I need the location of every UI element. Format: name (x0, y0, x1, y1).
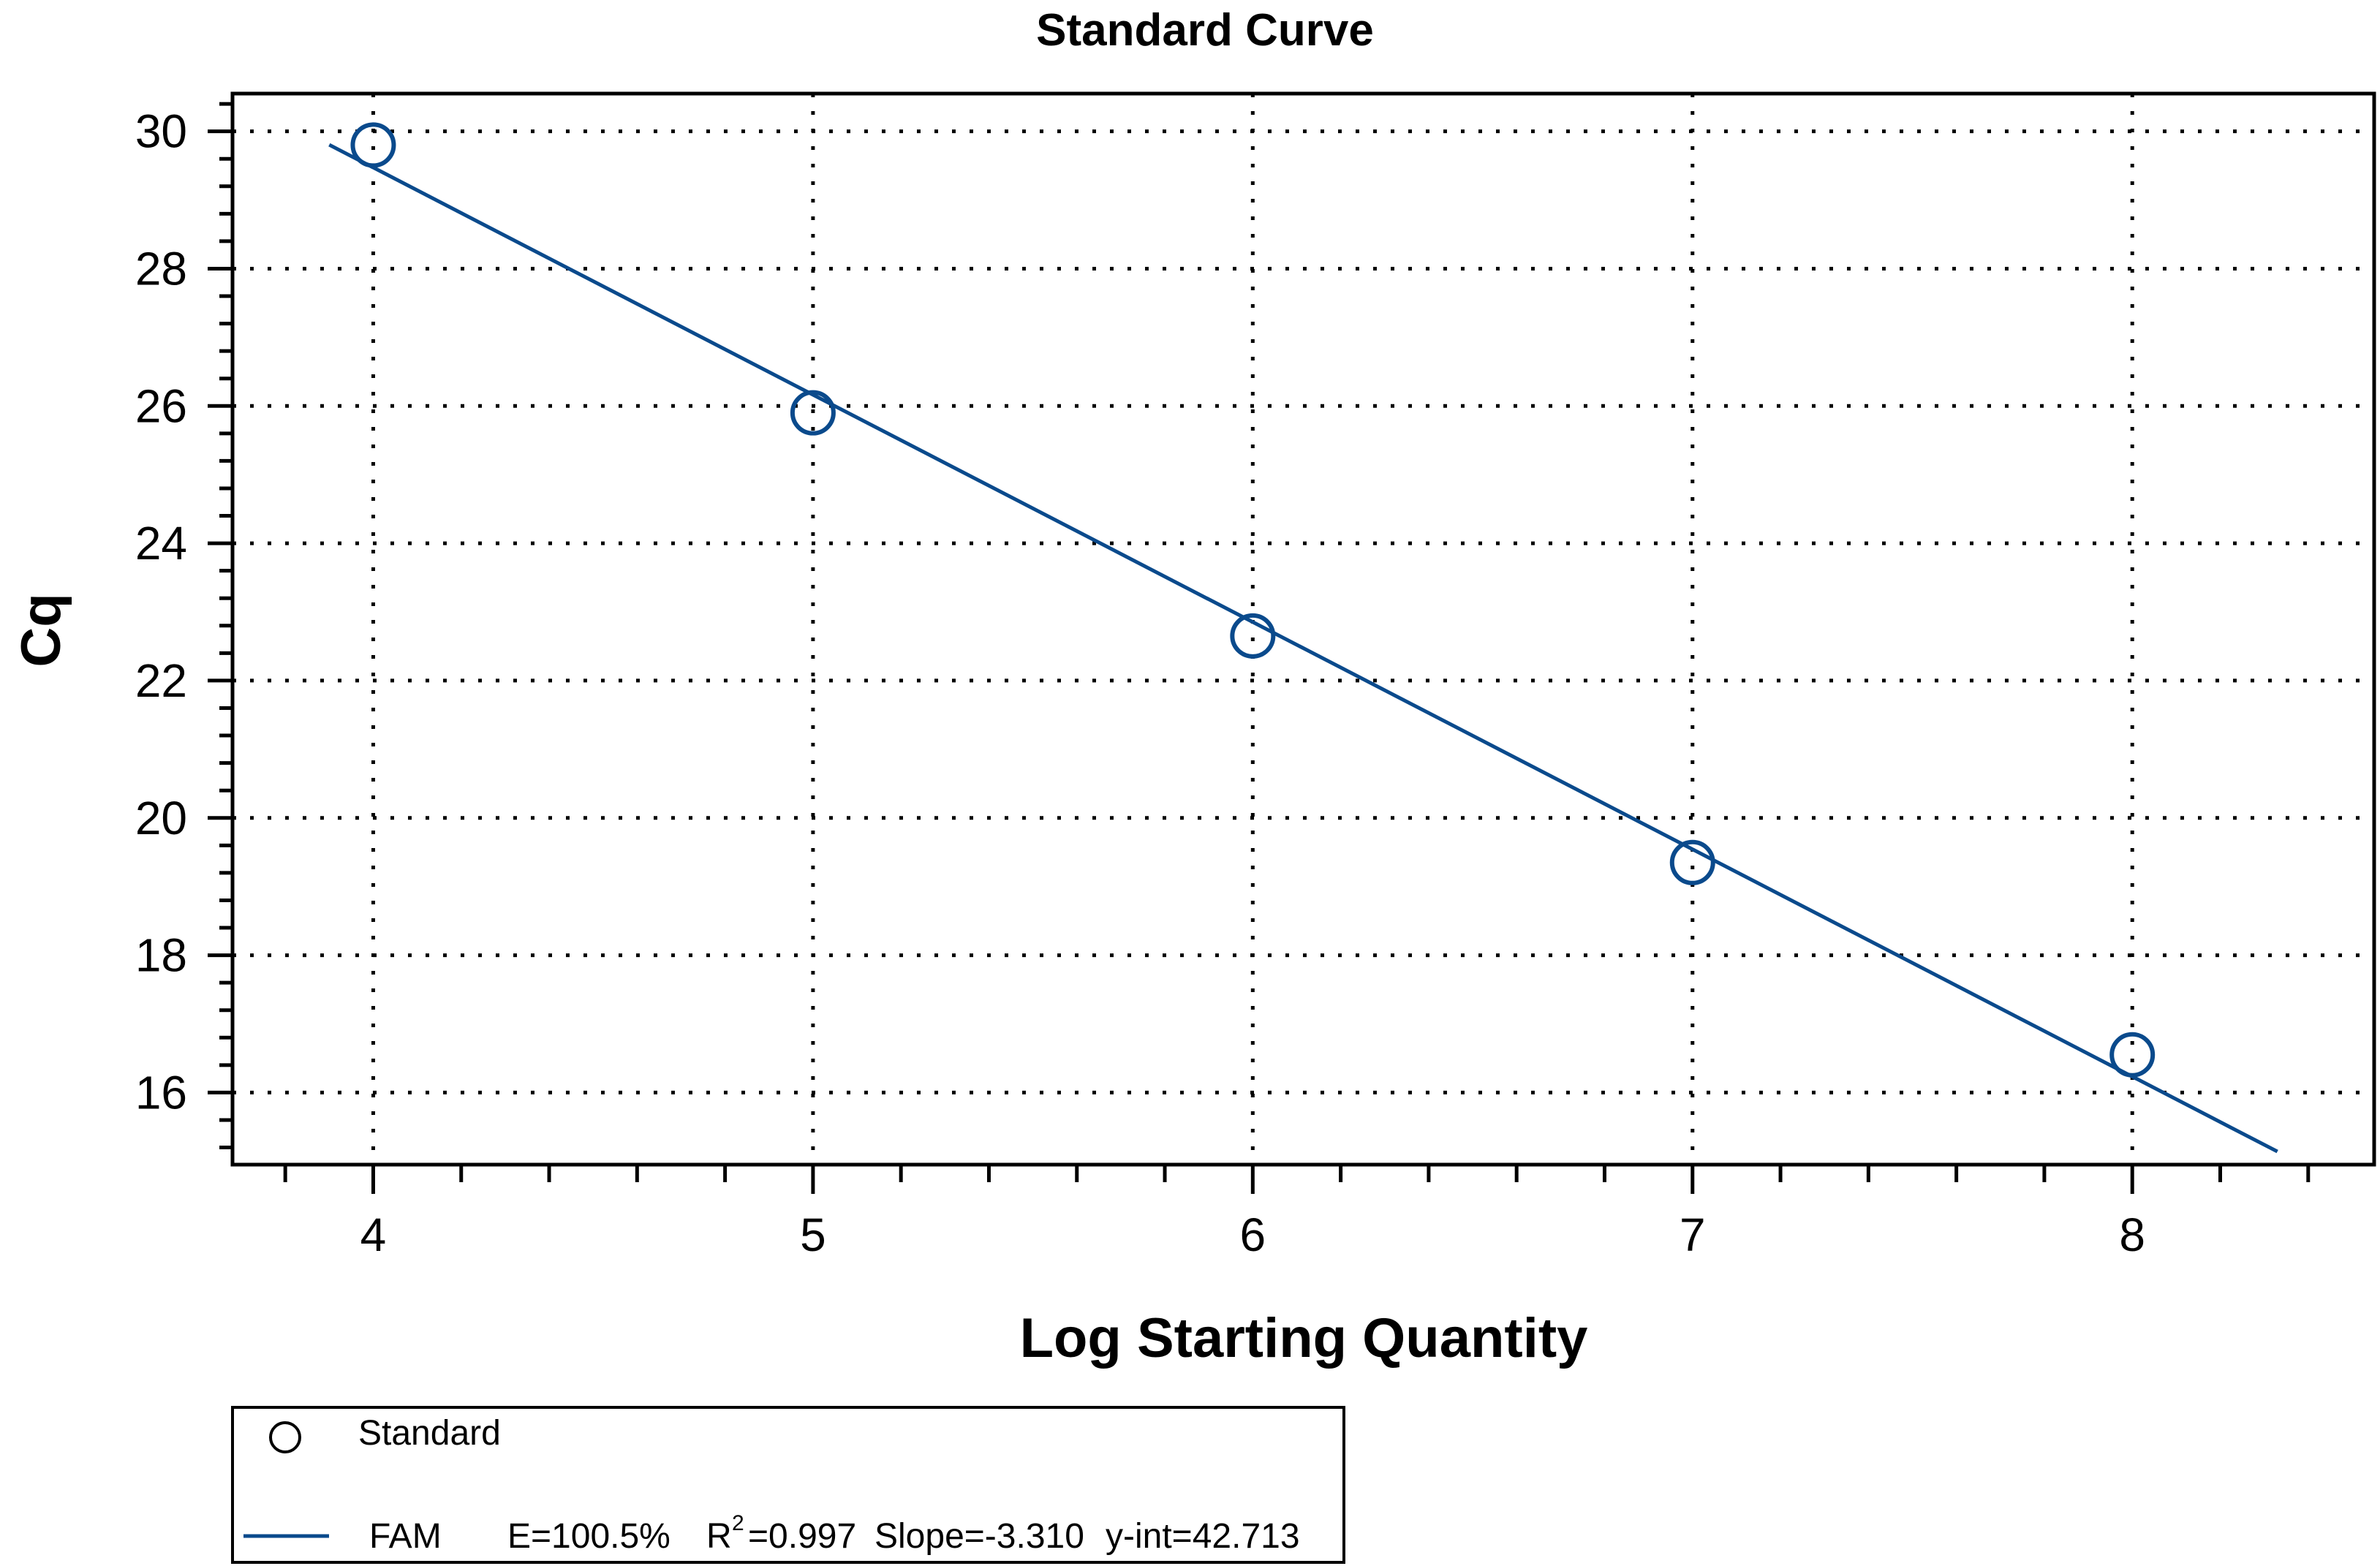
tick-labels: 4 5 6 7 8 16 18 20 22 24 26 28 30 (135, 105, 2145, 1261)
legend-fam-label: FAM (369, 1517, 442, 1556)
y-tick-label: 16 (135, 1066, 187, 1119)
y-tick-label: 18 (135, 929, 187, 982)
x-tick-label: 8 (2119, 1208, 2145, 1261)
data-point (790, 390, 836, 436)
plot-frame (230, 91, 2376, 1167)
x-axis-label: Log Starting Quantity (1020, 1307, 1588, 1369)
y-tick-label: 26 (135, 379, 187, 432)
fit-line-fam (328, 143, 2278, 1154)
x-tick-label: 4 (360, 1208, 387, 1261)
legend-r2-prefix: R (706, 1517, 732, 1556)
legend-box (231, 1406, 1345, 1564)
y-tick-label: 28 (135, 242, 187, 295)
legend-efficiency: E=100.5% (507, 1517, 670, 1556)
y-tick-label: 22 (135, 654, 187, 707)
x-tick-label: 6 (1240, 1208, 1266, 1261)
x-tick-label: 5 (800, 1208, 826, 1261)
data-point (350, 122, 396, 168)
data-point (1230, 613, 1276, 659)
data-point (1669, 839, 1715, 885)
legend-yint: y-int=42.713 (1106, 1517, 1300, 1556)
chart-title: Standard Curve (1036, 5, 1374, 56)
data-points (350, 122, 2156, 1078)
legend-standard-label: Standard (358, 1414, 501, 1453)
fit-line-layer (328, 143, 2278, 1154)
grid-lines (233, 94, 2374, 1165)
legend-r2-value: =0.997 (748, 1517, 856, 1556)
y-tick-label: 24 (135, 517, 187, 570)
y-tick-label: 30 (135, 105, 187, 158)
legend-slope: Slope=-3.310 (874, 1517, 1084, 1556)
y-tick-label: 20 (135, 792, 187, 844)
legend-standard-marker (269, 1421, 301, 1453)
axis-ticks (208, 102, 2311, 1194)
y-axis-label: Cq (10, 593, 72, 667)
legend-r2-superscript: 2 (732, 1511, 744, 1535)
data-point (2109, 1032, 2156, 1078)
x-tick-label: 7 (1680, 1208, 1706, 1261)
legend: Standard FAM E=100.5% R 2 =0.997 Slope=-… (231, 1406, 1345, 1564)
